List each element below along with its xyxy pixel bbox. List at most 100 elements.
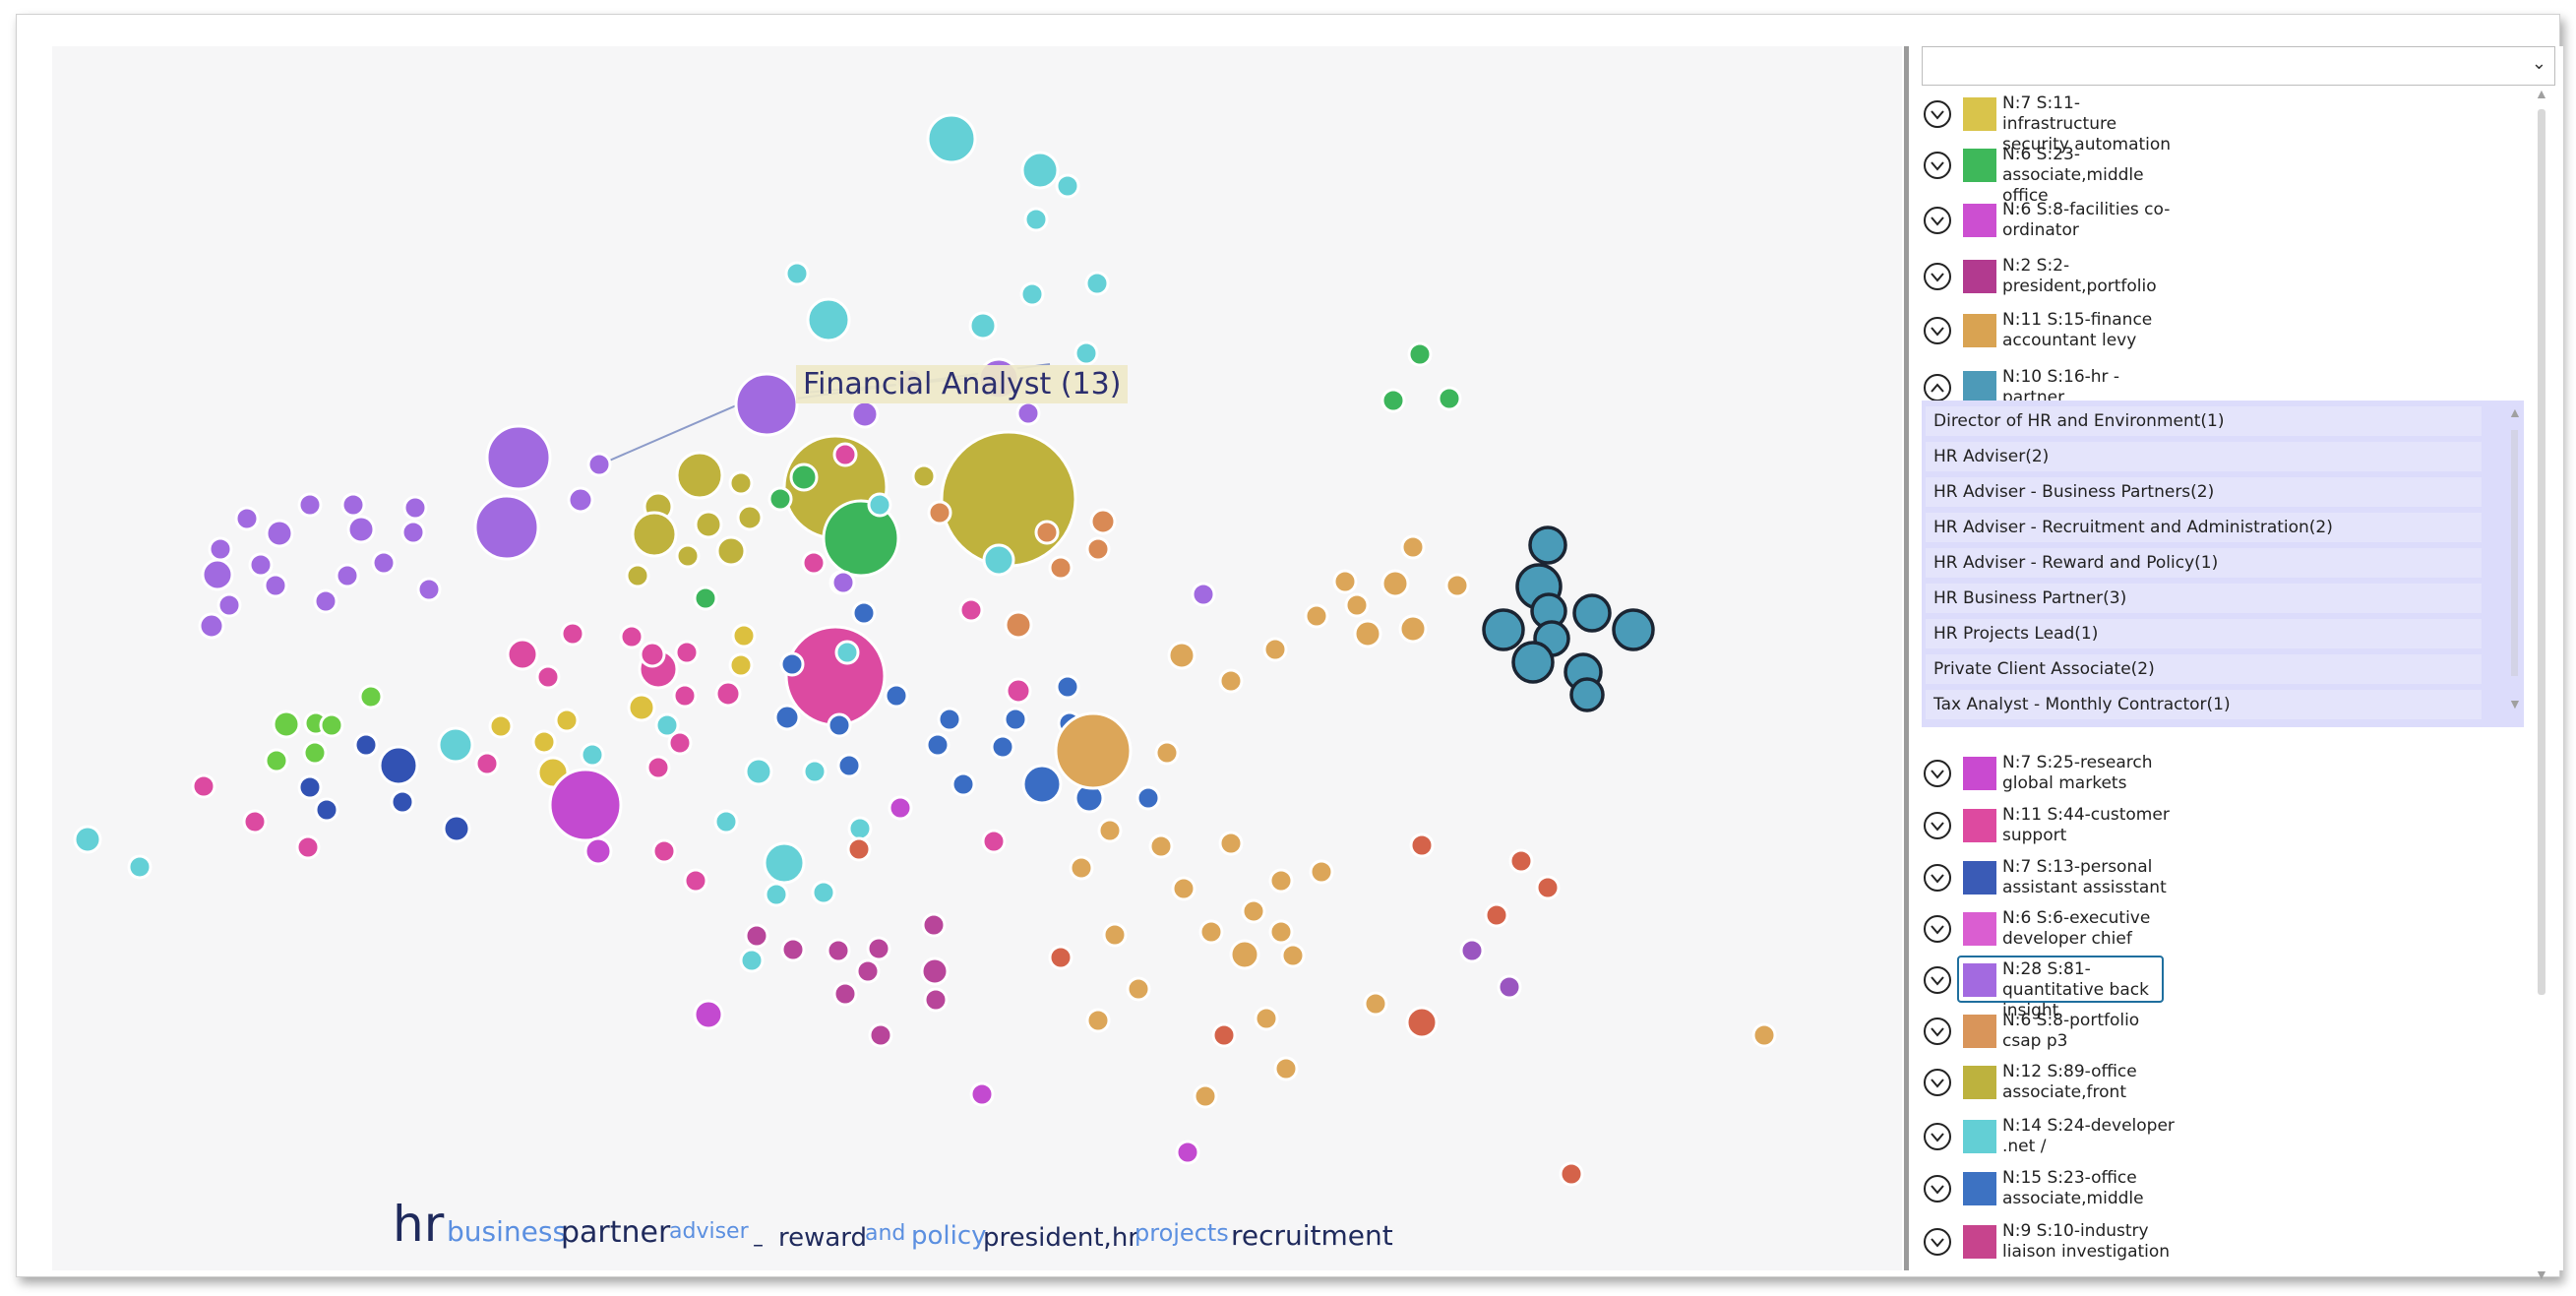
job-bubble[interactable] xyxy=(234,506,260,531)
job-bubble[interactable] xyxy=(1262,637,1288,662)
job-bubble[interactable] xyxy=(1048,555,1073,581)
job-bubble[interactable] xyxy=(1102,922,1128,948)
detail-list-item[interactable]: Private Client Associate(2) xyxy=(1926,654,2482,684)
job-bubble[interactable] xyxy=(734,372,799,437)
selected-cluster-bubble[interactable] xyxy=(1612,608,1655,651)
job-bubble[interactable] xyxy=(867,492,892,518)
job-bubble[interactable] xyxy=(346,515,376,544)
selected-cluster-bubble[interactable] xyxy=(1572,593,1612,633)
job-bubble[interactable] xyxy=(1054,711,1133,790)
job-bubble[interactable] xyxy=(1229,939,1260,970)
job-bubble[interactable] xyxy=(773,704,801,731)
job-bubble[interactable] xyxy=(654,712,680,738)
job-bubble[interactable] xyxy=(1484,902,1509,928)
job-bubble[interactable] xyxy=(1304,603,1329,629)
cluster-list-item[interactable]: N:6 S:23-associate,middle office xyxy=(1914,141,2544,206)
job-bubble[interactable] xyxy=(548,768,623,842)
job-bubble[interactable] xyxy=(1135,785,1161,811)
job-bubble[interactable] xyxy=(1034,520,1060,545)
job-bubble[interactable] xyxy=(297,492,323,518)
job-bubble[interactable] xyxy=(888,795,913,821)
job-bubble[interactable] xyxy=(314,797,339,823)
job-bubble[interactable] xyxy=(779,651,805,677)
job-bubble[interactable] xyxy=(1154,740,1180,766)
job-bubble[interactable] xyxy=(767,486,793,512)
job-bubble[interactable] xyxy=(198,612,225,640)
detail-list-item[interactable]: HR Projects Lead(1) xyxy=(1926,619,2482,648)
job-bubble[interactable] xyxy=(927,500,952,525)
job-bubble[interactable] xyxy=(1273,1056,1299,1081)
job-bubble[interactable] xyxy=(855,958,881,984)
detail-list-item[interactable]: Director of HR and Environment(1) xyxy=(1926,406,2482,436)
job-bubble[interactable] xyxy=(580,742,605,768)
job-bubble[interactable] xyxy=(1019,281,1045,307)
job-bubble[interactable] xyxy=(851,600,877,626)
job-bubble[interactable] xyxy=(473,494,540,561)
job-bubble[interactable] xyxy=(358,684,384,710)
job-bubble[interactable] xyxy=(926,113,977,164)
detail-scrollbar[interactable]: ▲ ▼ xyxy=(2508,404,2522,717)
job-bubble[interactable] xyxy=(847,816,873,841)
job-bubble[interactable] xyxy=(297,774,323,800)
job-bubble[interactable] xyxy=(1073,340,1099,366)
job-bubble[interactable] xyxy=(884,683,909,709)
job-bubble[interactable] xyxy=(560,621,585,647)
job-bubble[interactable] xyxy=(631,511,678,558)
cluster-list-item[interactable]: N:12 S:89-office associate,front xyxy=(1914,1058,2544,1107)
job-bubble[interactable] xyxy=(846,836,872,862)
expand-toggle[interactable] xyxy=(1924,915,1951,943)
job-bubble[interactable] xyxy=(958,597,984,623)
job-bubble[interactable] xyxy=(675,451,724,500)
job-bubble[interactable] xyxy=(911,463,937,489)
job-bubble[interactable] xyxy=(736,504,764,531)
expand-toggle[interactable] xyxy=(1924,1175,1951,1203)
job-bubble[interactable] xyxy=(485,424,552,491)
job-bubble[interactable] xyxy=(378,745,419,786)
job-bubble[interactable] xyxy=(265,519,294,548)
job-bubble[interactable] xyxy=(645,755,671,780)
job-bubble[interactable] xyxy=(744,757,773,786)
job-bubble[interactable] xyxy=(627,693,656,722)
job-bubble[interactable] xyxy=(1380,569,1410,598)
expand-toggle[interactable] xyxy=(1924,100,1951,128)
cluster-filter-dropdown[interactable]: ⌄ xyxy=(1922,46,2555,86)
detail-list-item[interactable]: Tax Analyst - Monthly Contractor(1) xyxy=(1926,690,2482,719)
job-bubble[interactable] xyxy=(319,712,344,738)
expand-toggle[interactable] xyxy=(1924,966,1951,994)
job-bubble[interactable] xyxy=(763,841,806,885)
job-bubble[interactable] xyxy=(1268,868,1294,894)
job-bubble[interactable] xyxy=(1003,707,1028,732)
job-bubble[interactable] xyxy=(1191,582,1216,607)
job-bubble[interactable] xyxy=(191,773,216,799)
job-bubble[interactable] xyxy=(731,623,757,648)
job-bubble[interactable] xyxy=(801,550,827,576)
job-bubble[interactable] xyxy=(264,748,289,773)
selected-cluster-bubble[interactable] xyxy=(1528,525,1567,565)
job-bubble[interactable] xyxy=(728,470,754,496)
cluster-list-item[interactable]: N:28 S:81-quantitative back insight xyxy=(1914,956,2544,1020)
job-bubble[interactable] xyxy=(1004,610,1033,640)
job-bubble[interactable] xyxy=(744,923,769,949)
job-bubble[interactable] xyxy=(651,838,677,864)
scroll-down-icon[interactable]: ▼ xyxy=(2508,696,2522,711)
expand-toggle[interactable] xyxy=(1924,207,1951,234)
cluster-list-item[interactable]: N:7 S:11-infrastructure security automat… xyxy=(1914,90,2544,154)
detail-list-item[interactable]: HR Adviser - Business Partners(2) xyxy=(1926,477,2482,507)
job-bubble[interactable] xyxy=(1020,151,1060,190)
job-bubble[interactable] xyxy=(1437,386,1462,411)
job-bubble[interactable] xyxy=(272,710,301,739)
cluster-list-item[interactable]: N:6 S:8-facilities co-ordinator xyxy=(1914,196,2544,245)
job-bubble[interactable] xyxy=(923,987,949,1013)
job-bubble[interactable] xyxy=(1344,592,1370,618)
cluster-list-item[interactable]: N:14 S:24-developer .net / xyxy=(1914,1112,2544,1161)
job-bubble[interactable] xyxy=(335,563,360,588)
job-bubble[interactable] xyxy=(1254,1006,1279,1031)
job-bubble[interactable] xyxy=(390,789,415,815)
job-bubble[interactable] xyxy=(488,713,514,739)
job-bubble[interactable] xyxy=(672,683,698,709)
job-bubble[interactable] xyxy=(1353,619,1382,648)
job-bubble[interactable] xyxy=(693,999,724,1030)
job-bubble[interactable] xyxy=(728,652,754,678)
job-bubble[interactable] xyxy=(683,868,708,894)
job-bubble[interactable] xyxy=(1089,508,1117,535)
